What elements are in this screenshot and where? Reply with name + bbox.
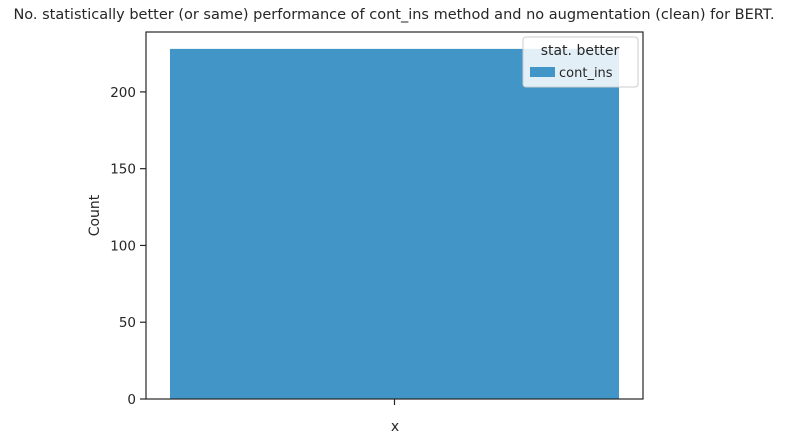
y-tick-label: 100 bbox=[110, 238, 136, 254]
y-axis: 0 50 100 150 200 bbox=[110, 85, 396, 408]
y-tick-label: 0 bbox=[127, 392, 136, 408]
legend-label-cont-ins: cont_ins bbox=[559, 66, 613, 81]
y-axis-label: Count bbox=[87, 194, 103, 236]
y-tick-label: 150 bbox=[110, 162, 136, 178]
bars-group bbox=[170, 48, 619, 400]
y-tick-label: 50 bbox=[119, 315, 136, 331]
y-tick-label: 200 bbox=[110, 85, 136, 101]
bar-cont-ins bbox=[170, 48, 619, 400]
legend-title: stat. better bbox=[541, 43, 620, 59]
x-axis-label: x bbox=[391, 419, 399, 435]
legend: stat. better cont_ins bbox=[522, 36, 639, 88]
legend-swatch-cont-ins bbox=[530, 67, 555, 77]
chart-title: No. statistically better (or same) perfo… bbox=[13, 7, 774, 23]
